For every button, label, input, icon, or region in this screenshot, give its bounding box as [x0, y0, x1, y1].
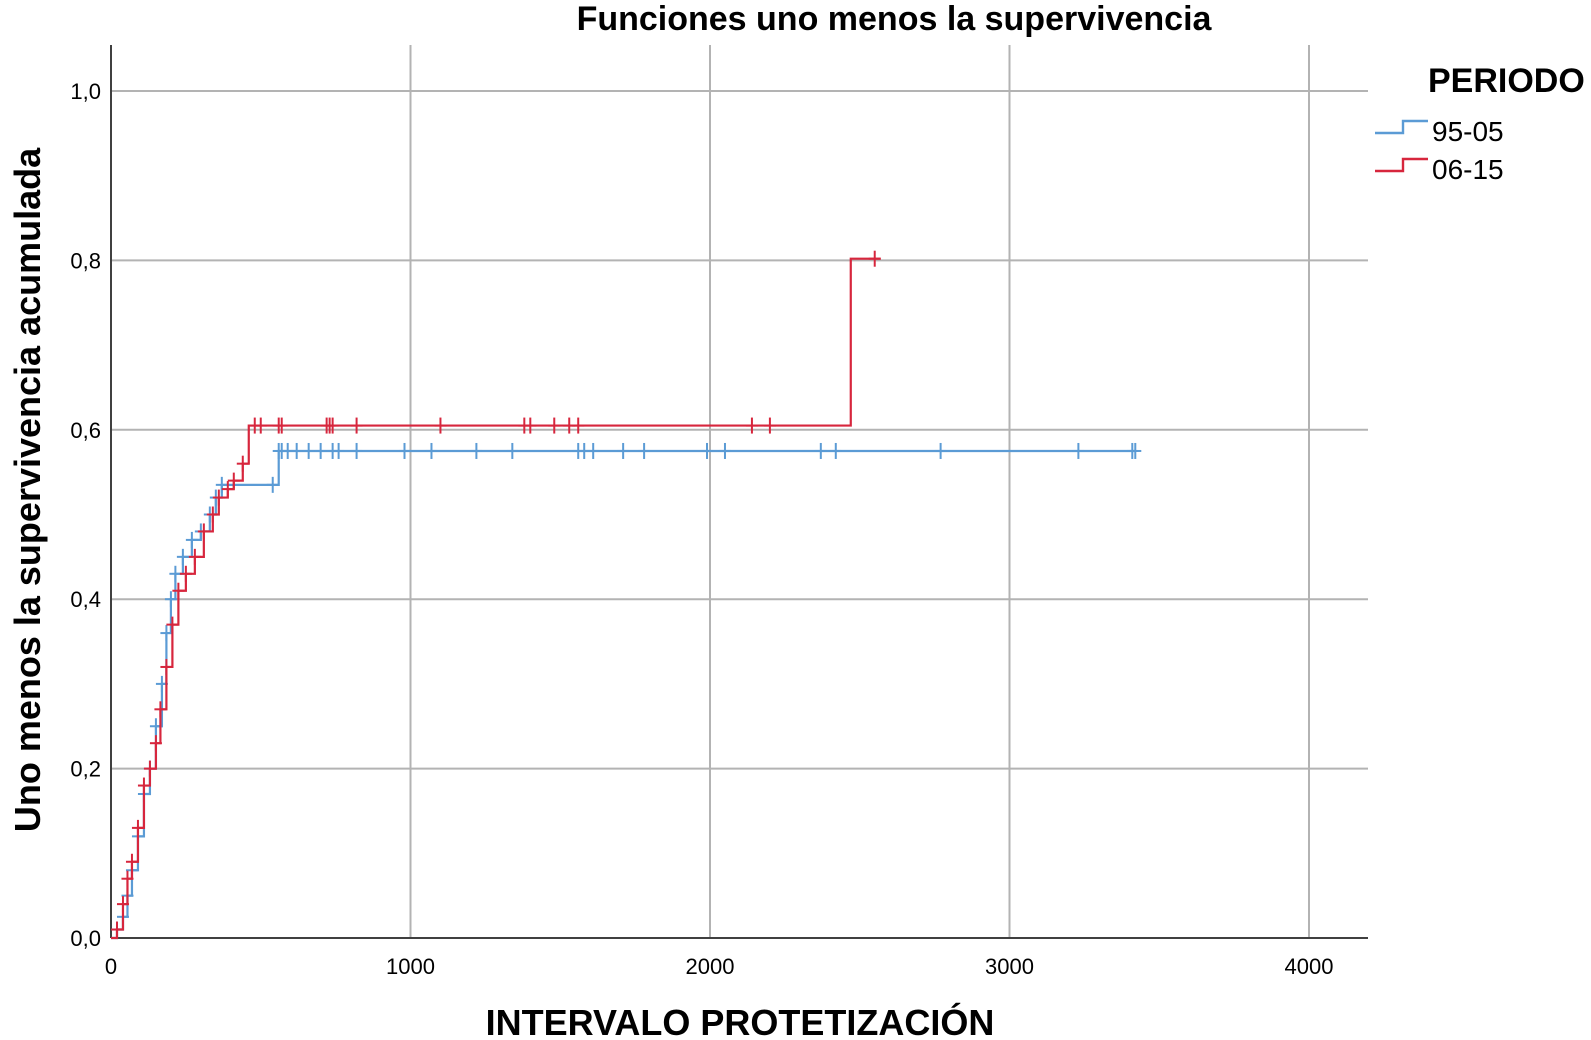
legend-swatch — [1375, 157, 1428, 173]
x-tick-label: 0 — [105, 954, 117, 979]
legend: PERIODO 95-05 06-15 — [1375, 62, 1585, 185]
axes — [110, 45, 1368, 939]
series-06-15 — [110, 250, 881, 940]
chart-title: Funciones uno menos la supervivencia — [577, 0, 1213, 38]
legend-swatch — [1375, 119, 1428, 135]
y-tick-label: 0,8 — [70, 248, 101, 273]
series-line-95-05 — [111, 449, 1136, 940]
y-tick-label: 0,2 — [70, 757, 101, 782]
x-tick-label: 2000 — [686, 954, 735, 979]
x-tick-label: 4000 — [1285, 954, 1334, 979]
y-tick-label: 0,6 — [70, 418, 101, 443]
legend-label: 95-05 — [1432, 116, 1504, 147]
x-tick-label: 1000 — [386, 954, 435, 979]
legend-title: PERIODO — [1428, 62, 1585, 100]
x-axis-title: INTERVALO PROTETIZACIÓN — [486, 1001, 995, 1040]
legend-item-95-05: 95-05 — [1375, 116, 1504, 147]
legend-item-06-15: 06-15 — [1375, 154, 1504, 185]
series — [110, 250, 1142, 940]
grid — [111, 45, 1368, 938]
x-tick-label: 3000 — [985, 954, 1034, 979]
y-tick-label: 1,0 — [70, 79, 101, 104]
y-tick-label: 0,4 — [70, 587, 101, 612]
y-tick-label: 0,0 — [70, 926, 101, 951]
tick-labels: 0 1000 2000 3000 4000 0,0 0,2 0,4 0,6 0,8 1,0 — [70, 79, 1333, 979]
legend-label: 06-15 — [1432, 154, 1504, 185]
y-axis-title: Uno menos la supervivencia acumulada — [7, 147, 48, 832]
series-95-05 — [110, 442, 1142, 940]
